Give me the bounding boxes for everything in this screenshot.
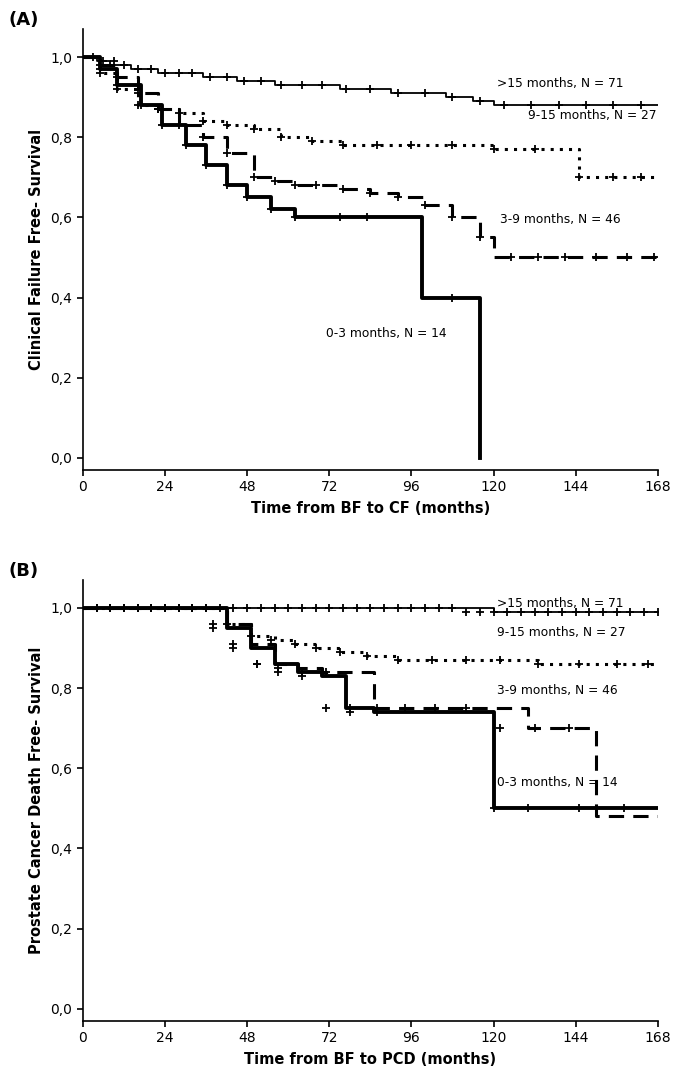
Y-axis label: Prostate Cancer Death Free- Survival: Prostate Cancer Death Free- Survival — [29, 646, 44, 955]
Text: 3-9 months, N = 46: 3-9 months, N = 46 — [500, 213, 621, 226]
Text: >15 months, N = 71: >15 months, N = 71 — [497, 77, 623, 90]
Text: 3-9 months, N = 46: 3-9 months, N = 46 — [497, 683, 618, 696]
X-axis label: Time from BF to CF (months): Time from BF to CF (months) — [251, 502, 490, 517]
Y-axis label: Clinical Failure Free- Survival: Clinical Failure Free- Survival — [29, 129, 44, 370]
Text: 0-3 months, N = 14: 0-3 months, N = 14 — [326, 328, 447, 341]
Text: 9-15 months, N = 27: 9-15 months, N = 27 — [497, 626, 625, 639]
X-axis label: Time from BF to PCD (months): Time from BF to PCD (months) — [245, 1052, 497, 1067]
Text: 9-15 months, N = 27: 9-15 months, N = 27 — [527, 109, 656, 122]
Text: (A): (A) — [8, 12, 38, 29]
Text: >15 months, N = 71: >15 months, N = 71 — [497, 598, 623, 611]
Text: 0-3 months, N = 14: 0-3 months, N = 14 — [497, 776, 618, 789]
Text: (B): (B) — [8, 562, 38, 580]
